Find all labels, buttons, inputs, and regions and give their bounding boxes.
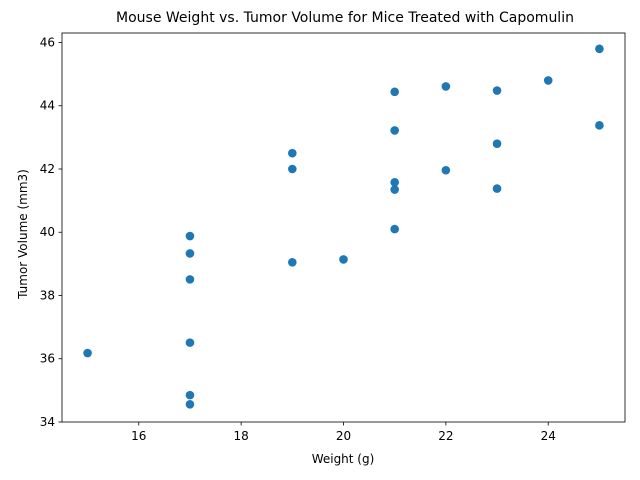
scatter-point [288,164,297,174]
y-tick-label: 44 [40,99,55,113]
x-tick-label: 16 [131,429,146,443]
scatter-point [185,231,195,241]
scatter-point [595,121,604,130]
scatter-point [185,390,195,400]
x-tick-label: 24 [541,429,556,443]
y-tick-label: 42 [40,162,55,176]
scatter-point [390,224,399,234]
scatter-point [185,338,195,347]
y-tick-label: 34 [40,415,55,429]
x-tick-label: 18 [233,429,248,443]
scatter-point [185,399,195,409]
scatter-point [185,275,195,284]
y-tick-label: 40 [40,225,55,239]
scatter-point [492,139,502,148]
x-tick-label: 20 [336,429,351,443]
scatter-point [288,148,297,158]
y-tick-label: 46 [40,35,55,49]
scatter-point [492,184,502,193]
scatter-point [595,44,604,54]
scatter-point [543,76,553,85]
y-tick-label: 36 [40,352,55,366]
x-tick-label: 22 [438,429,453,443]
scatter-point [339,255,348,264]
y-axis-label: Tumor Volume (mm3) [16,169,30,300]
scatter-point [492,86,502,95]
scatter-point [441,82,451,91]
scatter-point [83,348,92,358]
scatter-point [390,185,399,194]
scatter-point [441,165,451,175]
x-axis-label: Weight (g) [312,452,375,466]
scatter-point [390,87,399,97]
scatter-point [288,257,297,267]
scatter-point [185,249,195,258]
chart-title: Mouse Weight vs. Tumor Volume for Mice T… [116,10,574,26]
scatter-point [390,177,399,187]
plot-frame [61,32,626,423]
y-tick-label: 38 [40,288,55,302]
scatter-point [390,126,399,135]
